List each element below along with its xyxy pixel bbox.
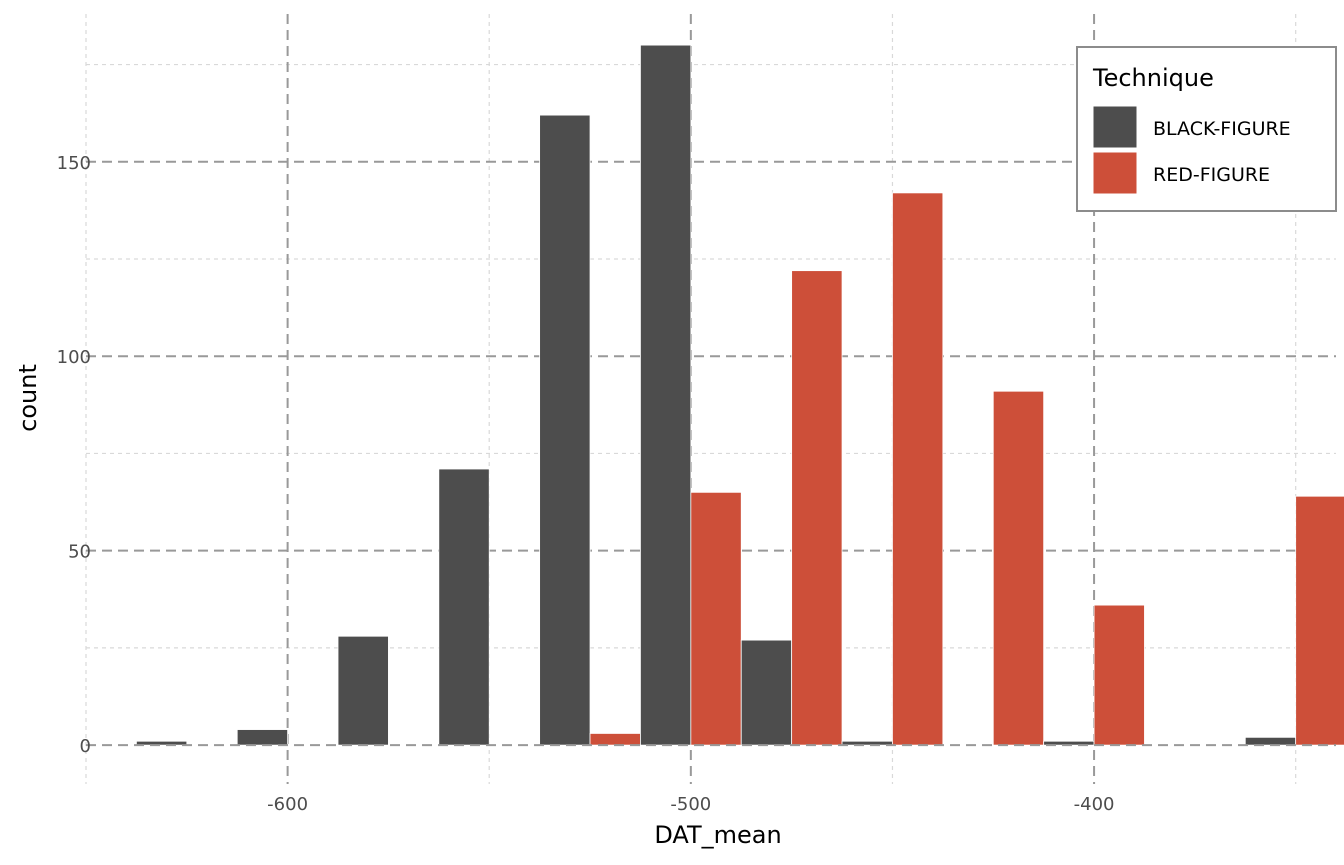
bar-red-figure	[892, 192, 944, 746]
legend: Technique BLACK-FIGURE RED-FIGURE	[1076, 46, 1337, 212]
bar-black-figure	[438, 468, 490, 746]
y-tick-label: 150	[57, 153, 91, 174]
bars	[136, 44, 1344, 746]
y-axis-tick-labels: 0 50 100 150	[57, 153, 91, 757]
x-tick-label: -500	[670, 794, 711, 815]
bar-red-figure	[992, 390, 1045, 746]
bar-black-figure	[640, 44, 692, 746]
legend-label: BLACK-FIGURE	[1153, 118, 1291, 140]
legend-key-black-figure	[1092, 105, 1138, 149]
bar-red-figure	[791, 270, 843, 746]
legend-key-red-figure	[1092, 151, 1138, 195]
x-axis-title: DAT_mean	[654, 821, 781, 849]
bar-black-figure	[337, 635, 389, 746]
y-tick-label: 100	[57, 347, 91, 368]
bar-black-figure	[236, 729, 289, 746]
legend-title: Technique	[1092, 64, 1214, 92]
x-tick-label: -400	[1074, 794, 1115, 815]
bar-black-figure	[1244, 736, 1297, 746]
bar-red-figure	[1093, 604, 1145, 746]
bar-red-figure	[690, 491, 742, 746]
bar-black-figure	[136, 740, 188, 746]
bar-black-figure	[539, 114, 591, 746]
bar-black-figure	[841, 740, 893, 746]
x-axis-tick-labels: -600 -500 -400	[267, 794, 1114, 815]
y-tick-label: 0	[80, 736, 91, 757]
bar-black-figure	[740, 639, 793, 746]
y-tick-label: 50	[68, 542, 91, 563]
y-axis-title: count	[14, 364, 42, 432]
bar-red-figure	[1295, 495, 1344, 746]
x-tick-label: -600	[267, 794, 308, 815]
bar-red-figure	[589, 733, 641, 746]
legend-label: RED-FIGURE	[1153, 164, 1270, 186]
